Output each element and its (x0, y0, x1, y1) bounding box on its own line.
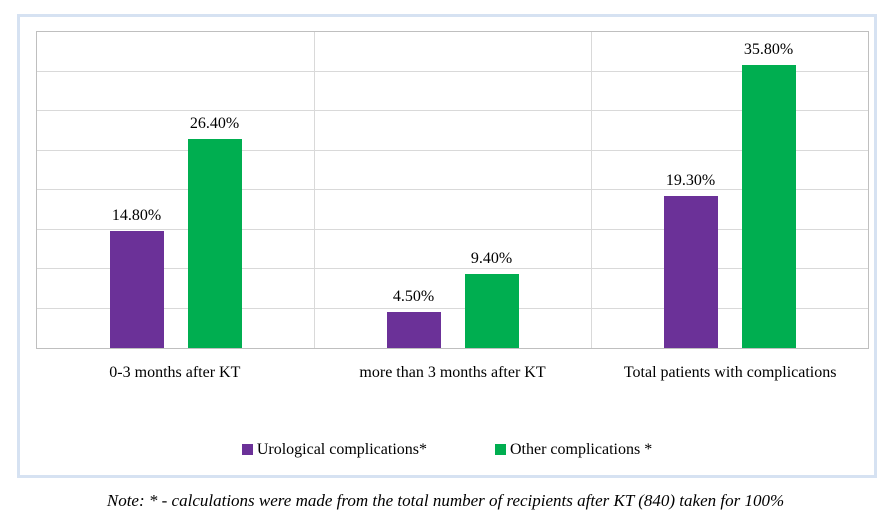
bar-data-label: 26.40% (189, 115, 240, 133)
bar-series2-cat2: 9.40% (464, 250, 519, 348)
legend: Urological complications* Other complicat… (20, 441, 874, 459)
bar-series1-cat3: 19.30% (663, 172, 718, 348)
bar-series2-cat1: 26.40% (187, 116, 242, 348)
gridline-horizontal (37, 228, 868, 230)
bar-data-label: 35.80% (743, 41, 794, 59)
chart-note: Note: * - calculations were made from th… (106, 491, 785, 510)
gridline-vertical (590, 32, 592, 348)
category-label: 0-3 months after KT (109, 364, 241, 381)
gridline-vertical (313, 32, 315, 348)
category-label: Total patients with complications (623, 364, 837, 381)
gridline-horizontal (37, 189, 868, 190)
gridline-horizontal (37, 70, 868, 72)
bar-series2-cat3: 35.80% (741, 42, 796, 348)
bar-group: 4.50% 9.40% (314, 32, 591, 348)
gridline-horizontal (37, 307, 868, 309)
bar-groups: 14.80% 26.40% 4.50% 9.40% 19.30% 35.80% (37, 32, 868, 348)
plot-area: 14.80% 26.40% 4.50% 9.40% 19.30% 35.80% (36, 31, 869, 349)
bar-data-label: 14.80% (111, 207, 162, 225)
x-axis-category-labels: 0-3 months after KT more than 3 months af… (36, 365, 869, 381)
bar-data-label: 4.50% (392, 288, 435, 306)
legend-label: Other complications * (510, 441, 653, 458)
legend-swatch-icon (241, 444, 253, 456)
bar-series1-cat2: 4.50% (386, 289, 441, 348)
gridline-horizontal (37, 268, 868, 269)
legend-label: Urological complications* (256, 441, 427, 458)
chart-frame: 14.80% 26.40% 4.50% 9.40% 19.30% 35.80% 0-3 m… (17, 14, 877, 478)
category-label: more than 3 months after KT (359, 364, 546, 381)
gridline-horizontal (37, 110, 868, 111)
legend-item: Urological complications* (241, 441, 427, 459)
legend-swatch-icon (495, 444, 506, 456)
bar-data-label: 9.40% (470, 249, 513, 267)
bar-data-label: 19.30% (665, 171, 716, 189)
bar-group: 14.80% 26.40% (37, 32, 314, 348)
legend-item: Other complications * (495, 441, 652, 459)
bar-series1-cat1: 14.80% (109, 208, 164, 348)
gridline-horizontal (37, 149, 868, 151)
bar-group: 19.30% 35.80% (591, 32, 868, 348)
